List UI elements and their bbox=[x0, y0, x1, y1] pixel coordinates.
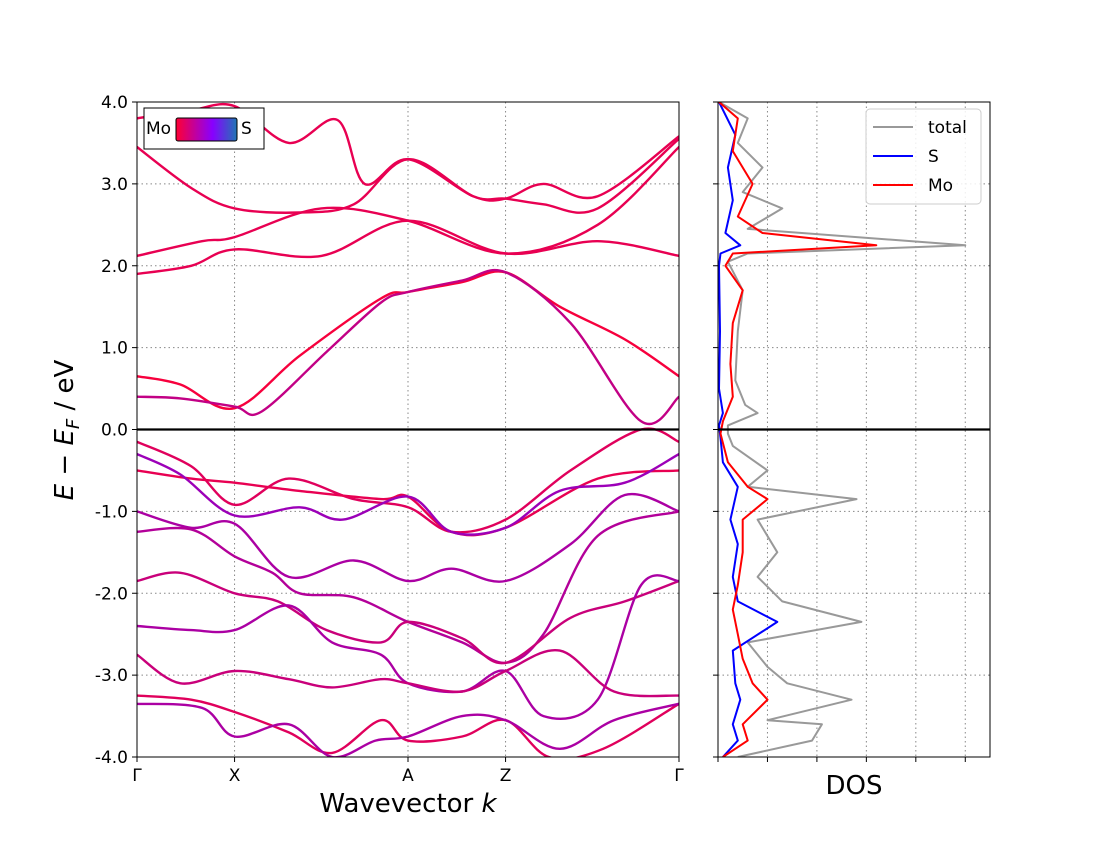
band-y-tick-label: 4.0 bbox=[101, 93, 128, 113]
band-line-6 bbox=[137, 102, 679, 202]
band-line-15 bbox=[137, 694, 679, 757]
band-y-tick-label: -4.0 bbox=[95, 748, 128, 768]
band-y-tick-label: 3.0 bbox=[101, 175, 128, 195]
band-line-9 bbox=[137, 452, 679, 536]
dos-ticks bbox=[713, 101, 966, 762]
dos-legend-frame bbox=[865, 108, 982, 205]
band-y-ticks: -4.0 -3.0 -2.0 -1.0 0.0 1.0 2.0 3.0 4.0 bbox=[95, 93, 137, 768]
band-y-tick-label: -3.0 bbox=[95, 666, 128, 686]
colorbar-right-label: S bbox=[241, 119, 252, 139]
band-line-3 bbox=[137, 219, 679, 276]
band-line-16 bbox=[137, 702, 679, 757]
band-k-point-label: A bbox=[402, 766, 414, 786]
dos-legend: total S Mo bbox=[865, 108, 982, 205]
band-y-tick-label: -1.0 bbox=[95, 502, 128, 522]
band-x-axis-title: Wavevector k bbox=[319, 789, 497, 819]
band-line-14 bbox=[137, 649, 679, 698]
band-k-point-label: Γ bbox=[132, 766, 142, 786]
band-structure-panel: -4.0 -3.0 -2.0 -1.0 0.0 1.0 2.0 3.0 4.0 Γ X A Z Γ E … bbox=[50, 93, 684, 819]
band-lines bbox=[137, 102, 679, 757]
dos-lines bbox=[718, 102, 967, 757]
band-k-point-label: X bbox=[229, 766, 241, 786]
colorbar-swatch bbox=[175, 117, 238, 142]
dos-legend-label-total: total bbox=[928, 118, 967, 138]
band-line-7 bbox=[137, 427, 679, 534]
dos-x-axis-title: DOS bbox=[826, 771, 883, 801]
dos-line-s bbox=[718, 102, 779, 757]
band-line-8 bbox=[137, 469, 679, 537]
band-line-12 bbox=[137, 571, 679, 665]
band-k-point-label: Γ bbox=[674, 766, 684, 786]
band-y-axis-title: E − EF / eV bbox=[50, 359, 84, 500]
band-line-2 bbox=[137, 268, 679, 426]
band-line-10 bbox=[137, 492, 679, 583]
band-y-tick-label: -2.0 bbox=[95, 584, 128, 604]
band-line-11 bbox=[137, 510, 679, 665]
band-line-4 bbox=[137, 145, 679, 258]
colorbar-left-label: Mo bbox=[146, 119, 171, 139]
dos-panel: DOS total S Mo bbox=[713, 101, 991, 801]
band-y-tick-label: 1.0 bbox=[101, 339, 128, 359]
dos-line-mo bbox=[718, 102, 878, 757]
band-y-tick-label: 0.0 bbox=[101, 421, 128, 441]
colorbar-legend: Mo S bbox=[143, 107, 265, 150]
dos-legend-label-mo: Mo bbox=[928, 176, 953, 196]
band-y-tick-label: 2.0 bbox=[101, 257, 128, 277]
band-k-point-label: Z bbox=[500, 766, 512, 786]
dos-line-total bbox=[718, 102, 967, 757]
dos-legend-label-s: S bbox=[928, 147, 939, 167]
